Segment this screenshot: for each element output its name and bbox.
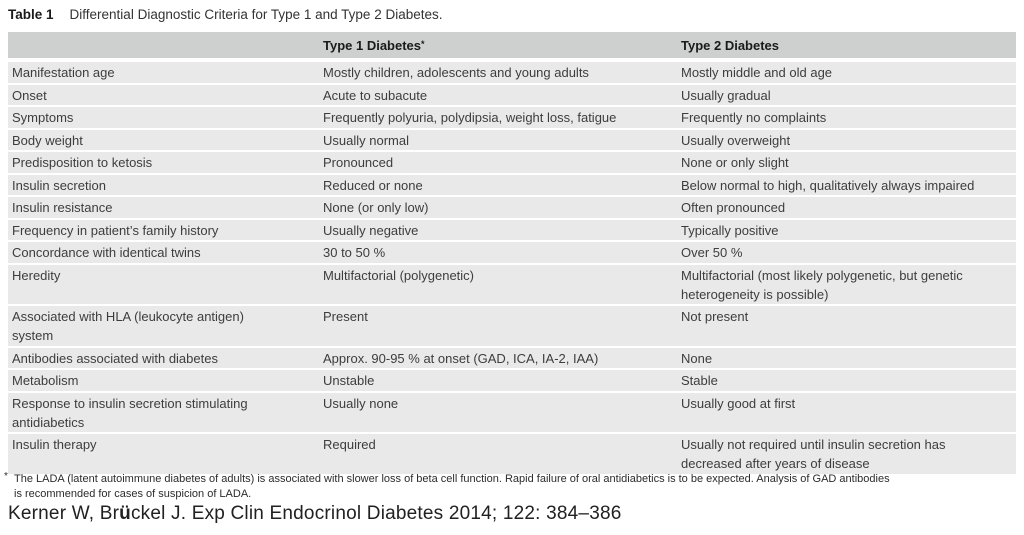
footnote-line2: is recommended for cases of suspicion of…	[14, 487, 252, 500]
table-row: Heredity Multifactorial (polygenetic) Mu…	[8, 263, 1016, 306]
cell-type1: 30 to 50 %	[319, 241, 677, 265]
table-row: Predisposition to ketosis Pronounced Non…	[8, 151, 1016, 175]
diagnostic-criteria-table: Type 1 Diabetes* Type 2 Diabetes Manifes…	[8, 32, 1016, 476]
table-row: Response to insulin secretion stimulatin…	[8, 391, 1016, 434]
table-row: Antibodies associated with diabetes Appr…	[8, 346, 1016, 370]
cell-type1: Frequently polyuria, polydipsia, weight …	[319, 106, 677, 130]
table-row: Onset Acute to subacute Usually gradual	[8, 83, 1016, 107]
cell-criterion: Frequency in patient’s family history	[8, 218, 319, 242]
cell-type1: Required	[319, 433, 677, 476]
cell-criterion: Heredity	[8, 263, 319, 306]
table-row: Frequency in patient’s family history Us…	[8, 218, 1016, 242]
cell-type2: Stable	[677, 369, 1016, 393]
table-row: Insulin therapy Required Usually not req…	[8, 433, 1016, 476]
table-row: Metabolism Unstable Stable	[8, 369, 1016, 393]
cell-criterion: Antibodies associated with diabetes	[8, 346, 319, 370]
citation: Kerner W, Brückel J. Exp Clin Endocrinol…	[8, 503, 622, 525]
cell-criterion: Body weight	[8, 128, 319, 152]
table-caption: Table 1 Differential Diagnostic Criteria …	[8, 7, 442, 22]
cell-criterion: Response to insulin secretion stimulatin…	[8, 391, 319, 434]
cell-type1: Usually negative	[319, 218, 677, 242]
cell-type2: Usually overweight	[677, 128, 1016, 152]
header-type1-label: Type 1 Diabetes	[323, 38, 422, 53]
cell-criterion: Onset	[8, 83, 319, 107]
cell-type2: Frequently no complaints	[677, 106, 1016, 130]
cell-criterion: Symptoms	[8, 106, 319, 130]
cell-type2: Usually gradual	[677, 83, 1016, 107]
cell-type1: Usually normal	[319, 128, 677, 152]
cell-criterion: Predisposition to ketosis	[8, 151, 319, 175]
citation-umlaut: ü	[119, 503, 131, 524]
cell-type2: Multifactorial (most likely polygenetic,…	[677, 263, 1016, 306]
cell-type2: None or only slight	[677, 151, 1016, 175]
cell-type1: None (or only low)	[319, 196, 677, 220]
header-cell-type2: Type 2 Diabetes	[677, 32, 1016, 62]
cell-type1: Unstable	[319, 369, 677, 393]
cell-criterion: Concordance with identical twins	[8, 241, 319, 265]
cell-criterion: Metabolism	[8, 369, 319, 393]
footnote-text: The LADA (latent autoimmune diabetes of …	[14, 472, 1018, 501]
cell-type1: Pronounced	[319, 151, 677, 175]
footnote-marker-icon: *	[421, 39, 425, 49]
table-number: Table 1	[8, 7, 54, 22]
cell-criterion: Associated with HLA (leukocyte antigen) …	[8, 305, 319, 348]
cell-criterion: Insulin therapy	[8, 433, 319, 476]
cell-type2: None	[677, 346, 1016, 370]
table-footnote: * The LADA (latent autoimmune diabetes o…	[4, 471, 1018, 501]
table-row: Body weight Usually normal Usually overw…	[8, 128, 1016, 152]
cell-type2: Usually not required until insulin secre…	[677, 433, 1016, 476]
citation-part2: ckel J. Exp Clin Endocrinol Diabetes 201…	[130, 503, 622, 524]
cell-type1: Acute to subacute	[319, 83, 677, 107]
cell-type2: Typically positive	[677, 218, 1016, 242]
cell-criterion: Manifestation age	[8, 60, 319, 85]
citation-part1: Kerner W, Br	[8, 503, 120, 524]
cell-type2: Not present	[677, 305, 1016, 348]
header-cell-criterion	[8, 32, 319, 62]
cell-type1: Reduced or none	[319, 173, 677, 197]
cell-type1: Present	[319, 305, 677, 348]
header-row: Type 1 Diabetes* Type 2 Diabetes	[8, 32, 1016, 62]
table-row: Insulin resistance None (or only low) Of…	[8, 196, 1016, 220]
cell-type1: Approx. 90-95 % at onset (GAD, ICA, IA-2…	[319, 346, 677, 370]
cell-type2: Often pronounced	[677, 196, 1016, 220]
cell-type2: Usually good at first	[677, 391, 1016, 434]
cell-type1: Mostly children, adolescents and young a…	[319, 60, 677, 85]
cell-criterion: Insulin secretion	[8, 173, 319, 197]
cell-criterion: Insulin resistance	[8, 196, 319, 220]
cell-type2: Mostly middle and old age	[677, 60, 1016, 85]
table-row: Manifestation age Mostly children, adole…	[8, 60, 1016, 85]
cell-type2: Over 50 %	[677, 241, 1016, 265]
table-row: Insulin secretion Reduced or none Below …	[8, 173, 1016, 197]
table-row: Symptoms Frequently polyuria, polydipsia…	[8, 106, 1016, 130]
table-row: Associated with HLA (leukocyte antigen) …	[8, 305, 1016, 348]
header-cell-type1: Type 1 Diabetes*	[319, 32, 677, 62]
table-title-text: Differential Diagnostic Criteria for Typ…	[69, 7, 443, 22]
cell-type1: Usually none	[319, 391, 677, 434]
footnote-asterisk-icon: *	[4, 471, 8, 482]
footnote-line1: The LADA (latent autoimmune diabetes of …	[14, 473, 890, 485]
table-row: Concordance with identical twins 30 to 5…	[8, 241, 1016, 265]
cell-type2: Below normal to high, qualitatively alwa…	[677, 173, 1016, 197]
cell-type1: Multifactorial (polygenetic)	[319, 263, 677, 306]
